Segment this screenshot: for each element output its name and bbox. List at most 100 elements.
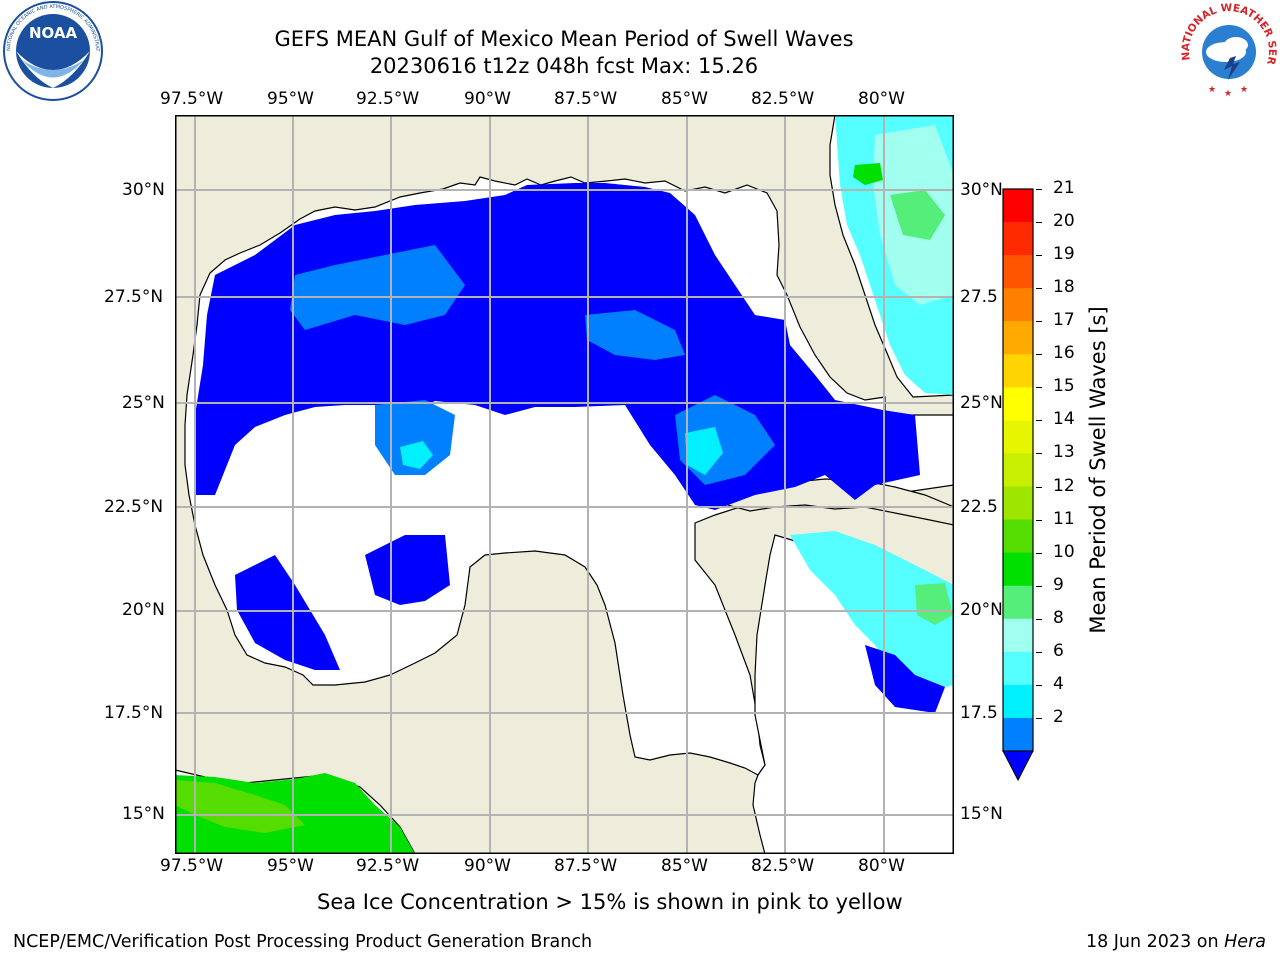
swell-6to8s-patch-b	[685, 427, 723, 475]
lat-label-right: 15°N	[960, 804, 1003, 824]
footer-date: 18 Jun 2023 on	[1085, 932, 1225, 952]
colorbar-band	[1003, 387, 1033, 421]
svg-text:★: ★	[1208, 85, 1216, 95]
lon-label-top: 97.5°W	[160, 89, 224, 109]
lon-label-top: 95°W	[267, 89, 314, 109]
swell-4to6s-central	[290, 245, 465, 330]
colorbar-tick-mark	[1036, 618, 1042, 620]
lat-label-right: 20°N	[960, 600, 1003, 620]
colorbar-tick-mark	[1036, 585, 1042, 587]
lon-label-bottom: 95°W	[267, 856, 314, 876]
sea-ice-note: Sea Ice Concentration > 15% is shown in …	[317, 890, 903, 914]
chart-title: GEFS MEAN Gulf of Mexico Mean Period of …	[274, 27, 854, 51]
colorbar-tick-mark	[1036, 717, 1042, 719]
colorbar-tick-label: 8	[1053, 607, 1064, 628]
lat-label-left: 15°N	[122, 804, 165, 824]
lon-label-bottom: 85°W	[661, 856, 708, 876]
colorbar-tick-mark	[1036, 684, 1042, 686]
colorbar-tick-mark	[1036, 552, 1042, 554]
noaa-logo: NOAA NATIONAL OCEANIC AND ATMOSPHERIC AD…	[2, 0, 103, 101]
colorbar-tick-mark	[1036, 420, 1042, 422]
swell-12to13s-pacific	[175, 780, 305, 833]
swell-10to11s-atlantic	[853, 163, 883, 185]
lon-label-bottom: 80°W	[858, 856, 905, 876]
colorbar	[1002, 188, 1034, 782]
chart-subtitle: 20230616 t12z 048h fcst Max: 15.26	[369, 54, 759, 78]
lat-label-right: 22.5	[960, 497, 998, 517]
colorbar-tick-label: 21	[1053, 178, 1075, 198]
lat-label-left: 27.5°N	[104, 287, 164, 307]
lon-label-top: 90°W	[464, 89, 511, 109]
colorbar-tick-mark	[1036, 189, 1042, 190]
colorbar-band	[1003, 585, 1033, 620]
lat-label-left: 20°N	[122, 600, 165, 620]
colorbar-band	[1003, 288, 1033, 322]
lon-label-top: 87.5°W	[554, 89, 618, 109]
colorbar-band	[1003, 651, 1033, 686]
lat-label-left: 22.5°N	[104, 497, 164, 517]
colorbar-tick-label: 19	[1053, 244, 1075, 265]
colorbar-tick-mark	[1036, 651, 1042, 653]
swell-9to10s-caribbean	[915, 583, 953, 625]
swell-6to8s-patch-a	[400, 441, 433, 469]
lat-label-right: 25°N	[960, 393, 1003, 413]
lat-label-left: 30°N	[122, 180, 165, 200]
lon-label-bottom: 87.5°W	[554, 856, 618, 876]
lat-label-right: 30°N	[960, 180, 1003, 200]
colorbar-tick-label: 13	[1053, 442, 1075, 463]
svg-text:★: ★	[1240, 85, 1248, 95]
colorbar-band	[1003, 189, 1033, 223]
colorbar-band	[1003, 717, 1033, 752]
lat-label-right: 27.5	[960, 287, 998, 307]
colorbar-tick-label: 2	[1053, 706, 1064, 727]
colorbar-band	[1003, 354, 1033, 388]
colorbar-tick-mark	[1036, 321, 1042, 323]
colorbar-tick-label: 11	[1053, 508, 1075, 529]
colorbar-tick-label: 20	[1053, 211, 1075, 232]
lon-label-bottom: 82.5°W	[751, 856, 815, 876]
lon-label-bottom: 92.5°W	[356, 856, 420, 876]
lat-label-left: 25°N	[122, 393, 165, 413]
colorbar-band	[1003, 684, 1033, 719]
colorbar-band	[1003, 486, 1033, 521]
colorbar-band	[1003, 255, 1033, 289]
swell-9to10s-atlantic	[890, 190, 945, 240]
colorbar-tick-mark	[1036, 453, 1042, 455]
lon-label-top: 92.5°W	[356, 89, 420, 109]
colorbar-tick-label: 9	[1053, 574, 1064, 595]
swell-6to8s-caribbean	[790, 531, 954, 695]
colorbar-extend-triangle	[1002, 750, 1034, 782]
colorbar-band	[1003, 420, 1033, 454]
colorbar-tick-label: 4	[1053, 673, 1064, 694]
lon-label-bottom: 90°W	[464, 856, 511, 876]
swell-4to6s-east	[585, 310, 685, 360]
colorbar-tick-label: 18	[1053, 277, 1075, 298]
colorbar-tick-mark	[1036, 486, 1042, 488]
colorbar-tick-label: 6	[1053, 640, 1064, 661]
map-panel	[175, 115, 954, 854]
map-frame	[175, 115, 954, 854]
colorbar-band	[1003, 618, 1033, 653]
colorbar-tick-mark	[1036, 387, 1042, 389]
colorbar-tick-label: 15	[1053, 376, 1075, 397]
colorbar-tick-label: 10	[1053, 541, 1075, 562]
lon-label-top: 82.5°W	[751, 89, 815, 109]
svg-text:NOAA: NOAA	[29, 24, 78, 42]
lon-label-top: 85°W	[661, 89, 708, 109]
colorbar-label: Mean Period of Swell Waves [s]	[1086, 306, 1110, 634]
lon-label-bottom: 97.5°W	[160, 856, 224, 876]
cuba-island	[718, 478, 954, 526]
colorbar-band	[1003, 519, 1033, 554]
lat-label-left: 17.5°N	[104, 703, 164, 723]
colorbar-tick-mark	[1036, 222, 1042, 224]
colorbar-tick-mark	[1036, 519, 1042, 521]
lon-label-top: 80°W	[858, 89, 905, 109]
colorbar-tick-label: 12	[1053, 475, 1075, 496]
colorbar-band	[1003, 552, 1033, 587]
colorbar-band	[1003, 321, 1033, 355]
colorbar-tick-mark	[1036, 288, 1042, 290]
map-gridlines	[175, 115, 954, 854]
colorbar-band	[1003, 222, 1033, 256]
nws-logo: NATIONAL WEATHER SERVICE ★ ★ ★	[1178, 0, 1278, 100]
